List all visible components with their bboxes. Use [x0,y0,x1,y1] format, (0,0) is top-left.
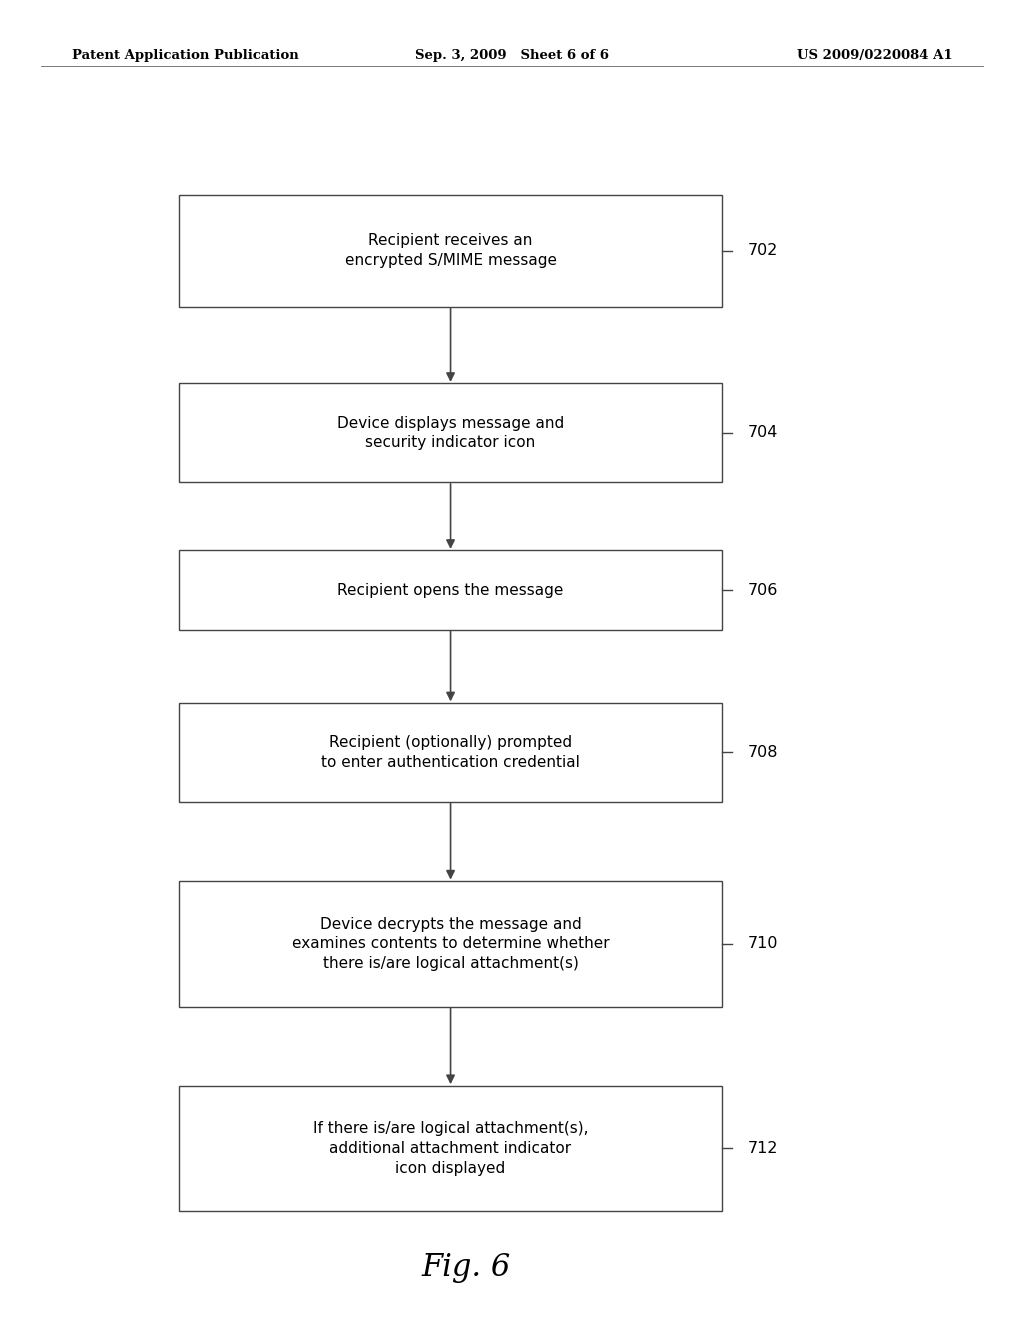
Text: 704: 704 [748,425,778,441]
Bar [179,1085,722,1212]
Text: 706: 706 [748,582,778,598]
Text: 702: 702 [748,243,778,259]
Text: Fig. 6: Fig. 6 [421,1251,511,1283]
Bar [179,383,722,482]
Text: Recipient (optionally) prompted
to enter authentication credential: Recipient (optionally) prompted to enter… [322,735,580,770]
Text: Sep. 3, 2009   Sheet 6 of 6: Sep. 3, 2009 Sheet 6 of 6 [415,49,609,62]
Text: 710: 710 [748,936,778,952]
Text: Device decrypts the message and
examines contents to determine whether
there is/: Device decrypts the message and examines… [292,916,609,972]
Text: US 2009/0220084 A1: US 2009/0220084 A1 [797,49,952,62]
Text: If there is/are logical attachment(s),
additional attachment indicator
icon disp: If there is/are logical attachment(s), a… [312,1121,589,1176]
Text: 712: 712 [748,1140,778,1156]
Bar [179,702,722,801]
Bar [179,550,722,630]
Text: Patent Application Publication: Patent Application Publication [72,49,298,62]
Bar [179,882,722,1006]
Text: Recipient receives an
encrypted S/MIME message: Recipient receives an encrypted S/MIME m… [344,234,557,268]
Text: 708: 708 [748,744,778,760]
Text: Device displays message and
security indicator icon: Device displays message and security ind… [337,416,564,450]
Bar [179,194,722,306]
Text: Recipient opens the message: Recipient opens the message [337,582,564,598]
